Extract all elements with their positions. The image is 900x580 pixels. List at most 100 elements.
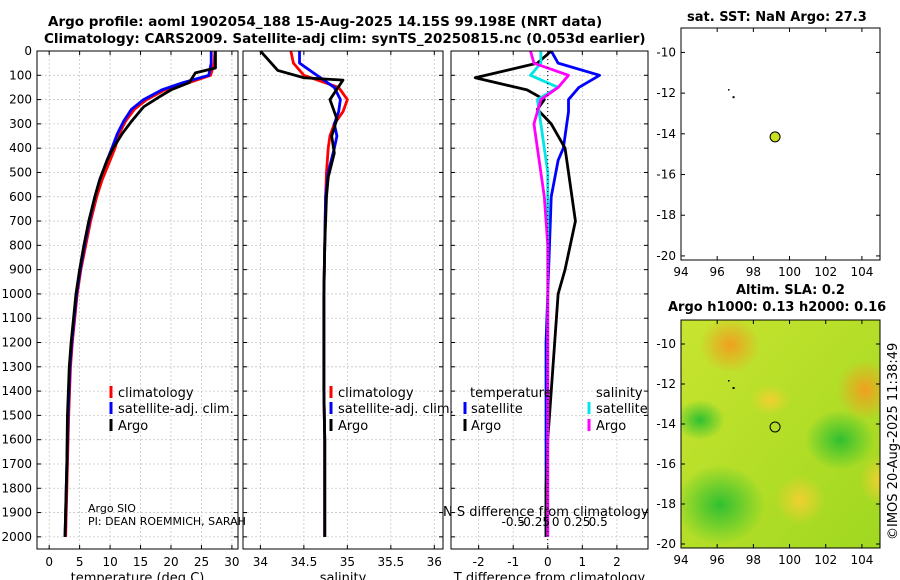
x-tick-label: 1 [579, 555, 587, 569]
y-tick-label: -10 [656, 45, 676, 59]
axes-frame [680, 319, 881, 549]
y-tick-label: -20 [656, 249, 676, 263]
island-mark [732, 96, 735, 99]
x-tick-label: 96 [710, 553, 725, 567]
x-tick-label: -2 [473, 555, 485, 569]
argo-position-marker [769, 131, 781, 143]
series-line-salinity-argo [529, 50, 570, 537]
sla-map-title-1: Altim. SLA: 0.2 [736, 283, 845, 298]
y-tick-label: -10 [656, 337, 676, 351]
y-tick-label: 500 [9, 165, 32, 179]
y-tick-label: 1300 [1, 360, 32, 374]
x-tick-label: 35.5 [377, 555, 404, 569]
island-mark [732, 387, 735, 389]
x-tick-label: 15 [133, 555, 148, 569]
x-tick-label: 30 [224, 555, 239, 569]
legend-label-climatology: climatology [338, 386, 414, 401]
difference-profile-panel: -2 -1 0 1 2-0.5-0.25 0 0.250.5N S difference f… [443, 49, 649, 580]
x-tick-label: 0 [45, 555, 53, 569]
x-tick-label: 100 [778, 553, 801, 567]
x-tick-label: 98 [746, 265, 761, 279]
header-line2: Climatology: CARS2009. Satellite-adj cli… [44, 31, 646, 47]
y-tick-label: 200 [9, 93, 32, 107]
sst-map-title: sat. SST: NaN Argo: 27.3 [687, 10, 867, 25]
y-tick-label: 2000 [1, 530, 32, 544]
top-tick-label: -0.25 [519, 515, 550, 529]
axes-frame [680, 27, 881, 261]
x-tick-label: -1 [507, 555, 519, 569]
x-tick-label: 5 [76, 555, 84, 569]
y-tick-label: -18 [656, 497, 676, 511]
top-tick-label: 0.25 [564, 515, 591, 529]
axes-frame [242, 50, 444, 550]
legend-label-argo: Argo [338, 419, 368, 434]
y-tick-label: -18 [656, 208, 676, 222]
x-tick-label: 2 [613, 555, 621, 569]
x-tick-label: 10 [102, 555, 117, 569]
sla-heatmap [681, 320, 880, 548]
top-axis-label: N S difference from climatology [443, 505, 649, 520]
x-axis-label: T difference from climatology [453, 571, 646, 580]
series-line-temperature-satellite [544, 50, 602, 537]
y-tick-label: 1900 [1, 506, 32, 520]
x-tick-label: 34.5 [291, 555, 318, 569]
axes-frame [450, 50, 649, 550]
sla-map-panel: 94 96 98 100 102 104 -10 -12 -14 -16 -18 -20 [656, 319, 881, 567]
temperature-profile-panel: 0 5 10 15 20 25 300100200300400500600700800900… [1, 44, 239, 580]
series-line-argo [259, 50, 345, 537]
legend-label-s-argo: Argo [596, 419, 626, 434]
salinity-legend: climatology satellite-adj. clim. Argo [329, 386, 454, 434]
x-tick-label: 104 [850, 265, 873, 279]
x-tick-label: 96 [710, 265, 725, 279]
legend-label-satellite: satellite-adj. clim. [118, 402, 234, 417]
y-tick-label: -20 [656, 537, 676, 551]
island-mark [728, 380, 730, 382]
y-tick-label: 700 [9, 214, 32, 228]
y-tick-label: 100 [9, 68, 32, 82]
legend-head-temperature: temperature [470, 386, 552, 401]
y-tick-label: 1700 [1, 457, 32, 471]
y-tick-label: 1600 [1, 433, 32, 447]
y-tick-label: -14 [656, 417, 676, 431]
x-tick-label: 35 [340, 555, 355, 569]
x-tick-label: 25 [194, 555, 209, 569]
x-tick-label: 102 [814, 265, 837, 279]
y-tick-label: 1400 [1, 384, 32, 398]
y-tick-label: -16 [656, 457, 676, 471]
y-tick-label: -12 [656, 86, 676, 100]
temperature-legend: climatology satellite-adj. clim. Argo [109, 386, 234, 434]
series-line-argo [63, 51, 217, 537]
legend-label-argo: Argo [118, 419, 148, 434]
credit-line-2: PI: DEAN ROEMMICH, SARAH [88, 515, 246, 528]
top-tick-label: -0.5 [501, 515, 524, 529]
top-tick-label: 0 [552, 515, 560, 529]
y-tick-label: -16 [656, 168, 676, 182]
y-tick-label: 1000 [1, 287, 32, 301]
legend-label-climatology: climatology [118, 386, 194, 401]
legend-label-satellite: satellite-adj. clim. [338, 402, 454, 417]
y-tick-label: 1800 [1, 481, 32, 495]
x-tick-label: 94 [673, 265, 688, 279]
x-tick-label: 104 [850, 553, 873, 567]
x-tick-label: 0 [544, 555, 552, 569]
y-tick-label: 600 [9, 190, 32, 204]
argo-position-marker [769, 421, 781, 433]
imos-stamp: ©IMOS 20-Aug-2025 11:38:49 [886, 343, 900, 540]
x-axis-label: temperature (deg C) [71, 571, 205, 580]
x-tick-label: 36 [427, 555, 442, 569]
x-tick-label: 20 [163, 555, 178, 569]
x-tick-label: 100 [778, 265, 801, 279]
sla-map-title-2: Argo h1000: 0.13 h2000: 0.16 [668, 300, 887, 315]
axes-frame [36, 50, 239, 550]
y-tick-label: 800 [9, 238, 32, 252]
y-tick-label: 0 [24, 44, 32, 58]
y-tick-label: -14 [656, 127, 676, 141]
salinity-profile-panel: 34 34.5 35 35.5 36 salinity [242, 50, 444, 580]
legend-label-t-satellite: satellite [471, 402, 523, 417]
x-tick-label: 34 [253, 555, 268, 569]
y-tick-label: 300 [9, 117, 32, 131]
header-line1: Argo profile: aoml 1902054_188 15-Aug-20… [48, 14, 603, 30]
x-tick-label: 102 [814, 553, 837, 567]
top-tick-label: 0.5 [589, 515, 608, 529]
